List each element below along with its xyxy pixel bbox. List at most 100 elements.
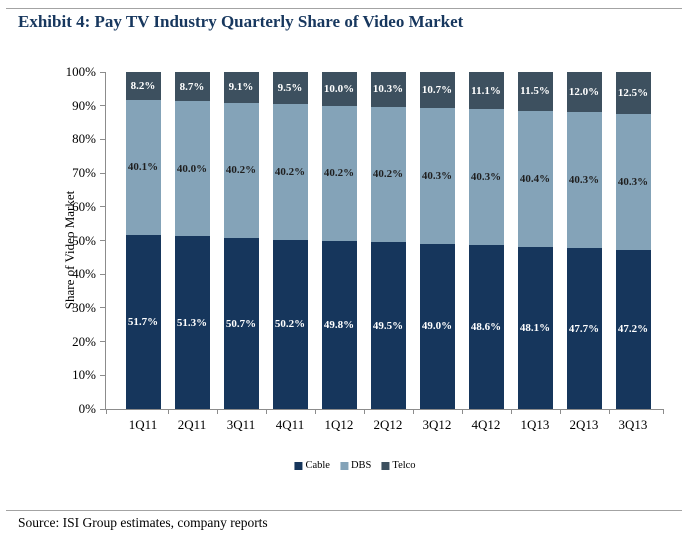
bar-segment-value: 9.5% [277, 82, 303, 95]
bar-segment-dbs: 40.3% [419, 108, 455, 244]
y-axis-tick-label: 20% [72, 333, 96, 349]
bar-segment-cable: 50.7% [223, 238, 259, 409]
legend-label: Cable [305, 460, 330, 471]
bar-segment-value: 40.4% [519, 172, 551, 185]
y-axis-tick [100, 172, 106, 174]
bar-segment-dbs: 40.2% [370, 106, 406, 243]
x-axis-category-label: 1Q12 [324, 417, 354, 432]
bar-segment-telco: 12.0% [566, 72, 602, 113]
x-axis-category-label: 3Q13 [618, 417, 648, 432]
legend-label: DBS [350, 460, 372, 471]
bar-segment-value: 47.2% [617, 323, 649, 336]
bar-segment-value: 11.5% [520, 85, 550, 98]
bar-segment-value: 40.1% [127, 161, 159, 174]
legend-swatch-icon [381, 461, 390, 470]
bar-segment-value: 50.7% [225, 317, 257, 330]
bar-segment-value: 40.3% [421, 169, 453, 182]
bar-segment-value: 40.3% [568, 174, 600, 187]
y-axis-tick [100, 138, 106, 140]
bar-segment-value: 40.3% [617, 176, 649, 189]
bar-segment-dbs: 40.2% [321, 105, 357, 242]
y-axis-tick [100, 206, 106, 208]
y-axis-tick [100, 408, 106, 410]
bar-segment-value: 49.0% [421, 320, 453, 333]
x-axis-tick [461, 409, 463, 414]
x-axis-category-label: 4Q11 [275, 417, 305, 432]
y-axis-tick-label: 90% [72, 97, 96, 113]
top-divider [6, 8, 682, 9]
legend-item-telco: Telco [381, 460, 416, 471]
x-axis-tick [167, 409, 169, 414]
bar-segment-telco: 12.5% [615, 72, 651, 115]
x-axis-tick [510, 409, 512, 414]
bar-segment-value: 48.6% [470, 321, 502, 334]
y-axis-tick [100, 307, 106, 309]
bar-segment-telco: 8.7% [174, 72, 210, 102]
legend-item-cable: Cable [294, 460, 330, 471]
bar-segment-cable: 47.7% [566, 248, 602, 409]
bar-segment-cable: 49.5% [370, 242, 406, 409]
bar-segment-value: 49.5% [372, 319, 404, 332]
source-divider [6, 510, 682, 511]
bar-segment-value: 10.3% [372, 83, 404, 96]
x-axis-category-label: 3Q11 [226, 417, 256, 432]
y-axis-tick-label: 70% [72, 165, 96, 181]
x-axis-tick [314, 409, 316, 414]
y-axis-tick-label: 60% [72, 198, 96, 214]
x-axis-tick [265, 409, 267, 414]
bar-segment-value: 8.7% [179, 80, 205, 93]
bar-segment-cable: 51.3% [174, 236, 210, 409]
x-axis-category-label: 2Q12 [373, 417, 403, 432]
legend-swatch-icon [294, 461, 303, 470]
y-axis-tick [100, 341, 106, 343]
bar-segment-dbs: 40.2% [223, 102, 259, 239]
x-axis-category-label: 1Q13 [520, 417, 550, 432]
exhibit-title: Exhibit 4: Pay TV Industry Quarterly Sha… [18, 12, 464, 31]
bar-segment-cable: 48.1% [517, 246, 553, 409]
bar-segment-telco: 11.5% [517, 72, 553, 111]
chart-legend: Cable DBS Telco [294, 460, 416, 471]
y-axis-tick [100, 374, 106, 376]
y-axis-tick-label: 40% [72, 266, 96, 282]
bar-segment-value: 51.7% [127, 315, 159, 328]
x-axis-tick [663, 409, 664, 414]
bar-segment-dbs: 40.3% [615, 114, 651, 250]
y-axis-tick-label: 10% [72, 367, 96, 383]
x-axis-category-label: 2Q13 [569, 417, 599, 432]
x-axis-category-label: 3Q12 [422, 417, 452, 432]
bar-segment-value: 40.2% [323, 167, 355, 180]
y-axis-tick [100, 273, 106, 275]
bar-segment-telco: 10.7% [419, 72, 455, 109]
legend-label: Telco [392, 460, 416, 471]
x-axis-tick [608, 409, 610, 414]
y-axis-tick-label: 0% [78, 401, 96, 416]
bar-segment-cable: 49.0% [419, 243, 455, 409]
x-axis-tick [559, 409, 561, 414]
bar-segment-value: 40.2% [274, 166, 306, 179]
bar-segment-value: 12.0% [568, 86, 600, 99]
x-axis-tick [216, 409, 218, 414]
bar-segment-value: 49.8% [323, 319, 355, 332]
bar-segment-value: 40.2% [225, 164, 257, 177]
bar-segment-dbs: 40.3% [566, 112, 602, 249]
bar-segment-telco: 9.1% [223, 72, 259, 103]
bar-segment-value: 8.2% [130, 79, 156, 92]
y-axis-tick-label: 50% [72, 232, 96, 248]
y-axis-tick-label: 100% [65, 64, 96, 79]
x-axis-category-label: 4Q12 [471, 417, 501, 432]
bar-segment-cable: 48.6% [468, 245, 504, 409]
bar-segment-telco: 9.5% [272, 72, 308, 105]
legend-swatch-icon [339, 461, 348, 470]
y-axis-tick [100, 71, 106, 73]
bar-segment-dbs: 40.0% [174, 101, 210, 237]
bar-segment-cable: 49.8% [321, 241, 357, 409]
x-axis-tick [363, 409, 365, 414]
x-axis-category-label: 1Q11 [128, 417, 158, 432]
bar-segment-dbs: 40.3% [468, 109, 504, 246]
bar-segment-value: 10.0% [323, 82, 355, 95]
bar-segment-cable: 47.2% [615, 249, 651, 409]
bar-segment-value: 51.3% [176, 316, 208, 329]
bar-segment-cable: 50.2% [272, 239, 308, 409]
y-axis-tick-label: 30% [72, 299, 96, 315]
